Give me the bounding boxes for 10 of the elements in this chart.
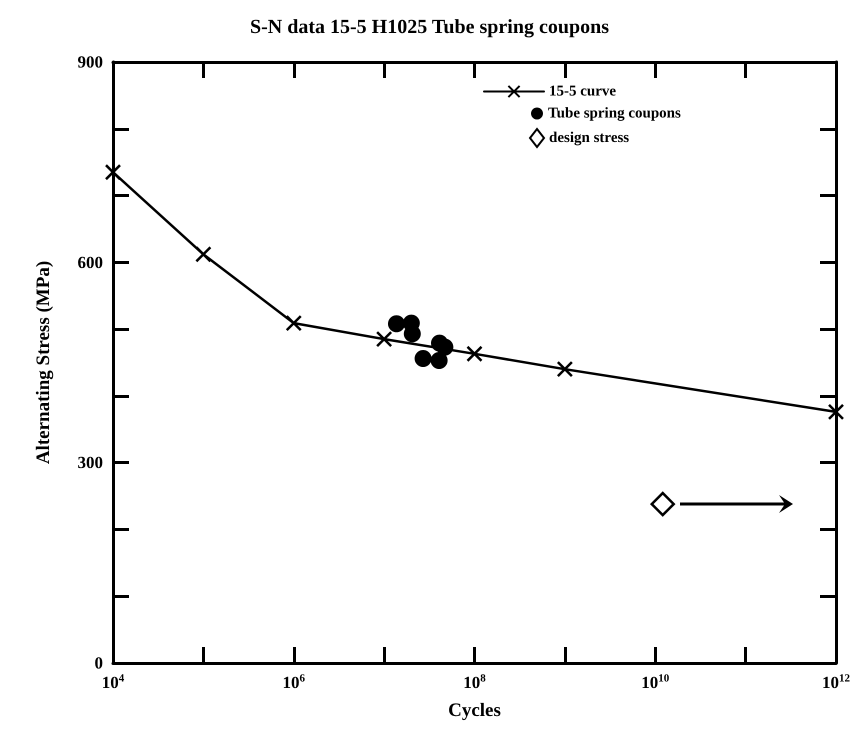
y-tick-label: 300 <box>78 453 103 472</box>
legend-label: Tube spring coupons <box>548 106 681 122</box>
legend-label: 15-5 curve <box>549 84 616 100</box>
y-tick-label: 600 <box>78 252 103 272</box>
chart-title: S-N data 15-5 H1025 Tube spring coupons <box>250 16 610 38</box>
y-axis-title: Alternating Stress (MPa) <box>33 260 54 464</box>
x-axis-title: Cycles <box>448 700 501 721</box>
y-tick-label: 900 <box>78 52 103 72</box>
legend-label: design stress <box>549 130 630 146</box>
y-tick-label: 0 <box>94 654 103 672</box>
